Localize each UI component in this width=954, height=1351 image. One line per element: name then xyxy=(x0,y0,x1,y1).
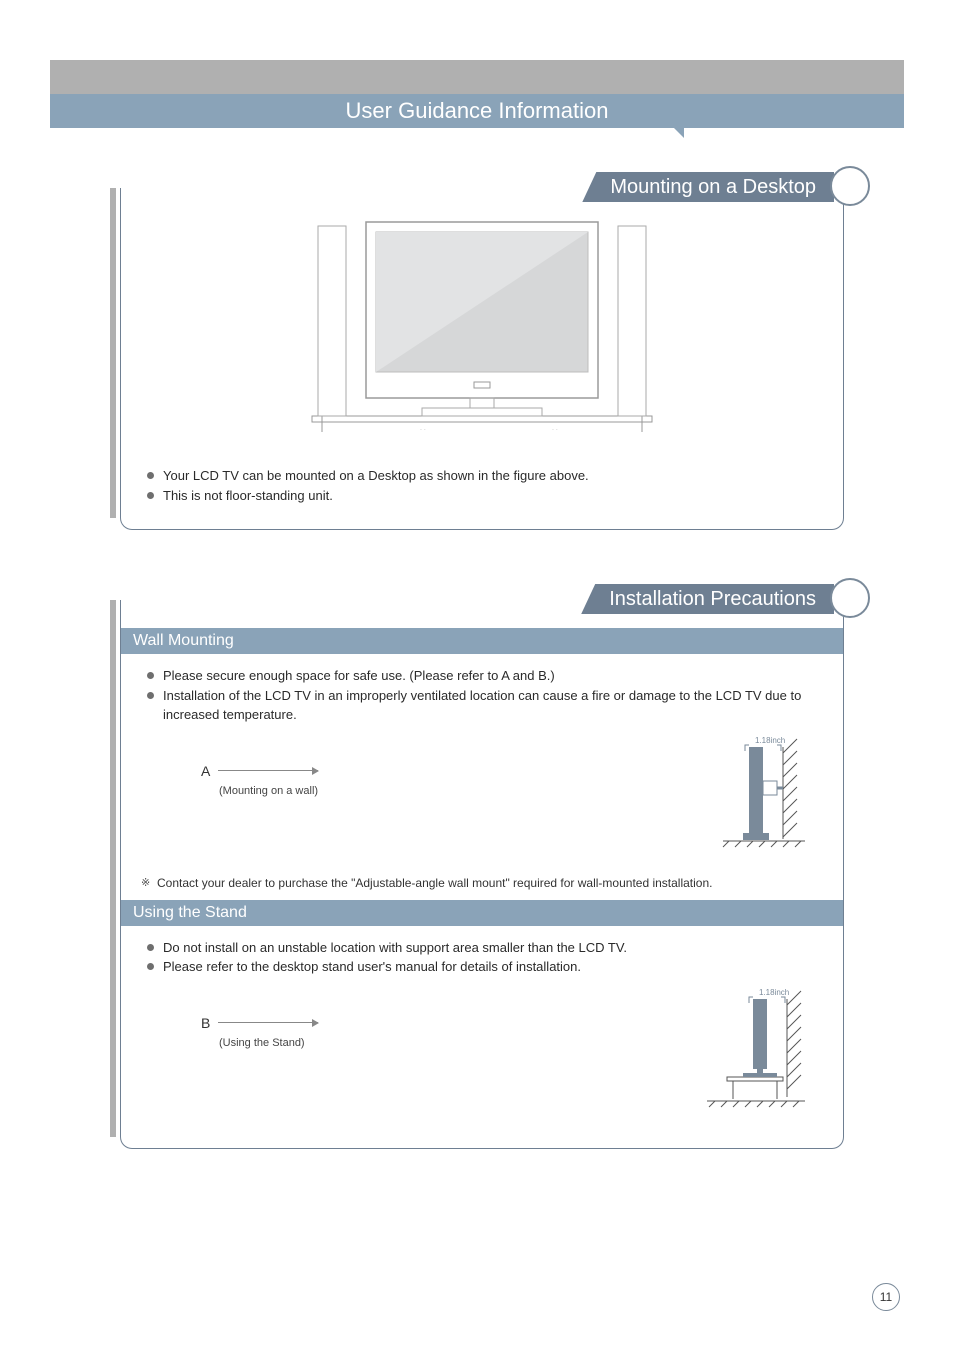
tv-desktop-svg: . . . . xyxy=(302,216,662,446)
desktop-bullet-2: This is not floor-standing unit. xyxy=(147,486,823,506)
wall-arrow-letter: A xyxy=(201,763,210,779)
section-left-stripe xyxy=(110,188,116,518)
page-number-badge: 11 xyxy=(872,1283,900,1311)
wall-bullet-1: Please secure enough space for safe use.… xyxy=(147,666,823,686)
wall-diagram-row: A (Mounting on a wall) 1.18inch xyxy=(141,733,823,858)
header-grey-bar xyxy=(50,60,904,94)
page-title: User Guidance Information xyxy=(346,98,609,124)
wall-bullet-2: Installation of the LCD TV in an imprope… xyxy=(147,686,823,725)
header-title-band: User Guidance Information xyxy=(50,94,904,128)
stand-arrow-block: B (Using the Stand) xyxy=(201,1015,318,1049)
wall-arrow-block: A (Mounting on a wall) xyxy=(201,763,318,797)
stand-clearance-svg: 1.18inch xyxy=(683,985,823,1115)
stand-diagram-row: B (Using the Stand) 1.18inch xyxy=(141,985,823,1120)
stand-bullet-1: Do not install on an unstable location w… xyxy=(147,938,823,958)
section-desktop-panel: . . . . Your LCD TV can be mounted on a … xyxy=(120,188,844,530)
wall-clearance-figure: 1.18inch xyxy=(693,733,823,858)
section-precautions-panel: Wall Mounting Please secure enough space… xyxy=(120,600,844,1149)
page-number: 11 xyxy=(880,1290,892,1304)
wall-bullet-list: Please secure enough space for safe use.… xyxy=(147,666,823,725)
arrow-line-icon-2 xyxy=(218,1022,318,1023)
section-left-stripe-2 xyxy=(110,600,116,1137)
sub-heading-wall: Wall Mounting xyxy=(121,628,843,654)
svg-text:. .: . . xyxy=(552,425,558,432)
section-mounting-desktop: Mounting on a Desktop xyxy=(50,188,904,530)
stand-clearance-label: 1.18inch xyxy=(759,988,789,997)
stand-arrow-letter: B xyxy=(201,1015,210,1031)
page: User Guidance Information Mounting on a … xyxy=(0,0,954,1351)
arrow-line-icon xyxy=(218,770,318,771)
wall-clearance-label: 1.18inch xyxy=(755,736,785,745)
tv-on-desktop-figure: . . . . xyxy=(141,216,823,446)
svg-text:. .: . . xyxy=(420,425,426,432)
desktop-bullet-list: Your LCD TV can be mounted on a Desktop … xyxy=(147,466,823,505)
sub-heading-stand: Using the Stand xyxy=(121,900,843,926)
stand-bullet-2: Please refer to the desktop stand user's… xyxy=(147,957,823,977)
wall-clearance-svg: 1.18inch xyxy=(693,733,823,853)
stand-arrow-caption: (Using the Stand) xyxy=(219,1037,318,1049)
desktop-bullet-1: Your LCD TV can be mounted on a Desktop … xyxy=(147,466,823,486)
wall-star-note: Contact your dealer to purchase the "Adj… xyxy=(141,876,823,890)
stand-clearance-figure: 1.18inch xyxy=(683,985,823,1120)
section-installation-precautions: Installation Precautions Wall Mounting P… xyxy=(50,600,904,1149)
stand-bullet-list: Do not install on an unstable location w… xyxy=(147,938,823,977)
wall-arrow-caption: (Mounting on a wall) xyxy=(219,785,318,797)
title-notch-decoration xyxy=(674,128,684,138)
